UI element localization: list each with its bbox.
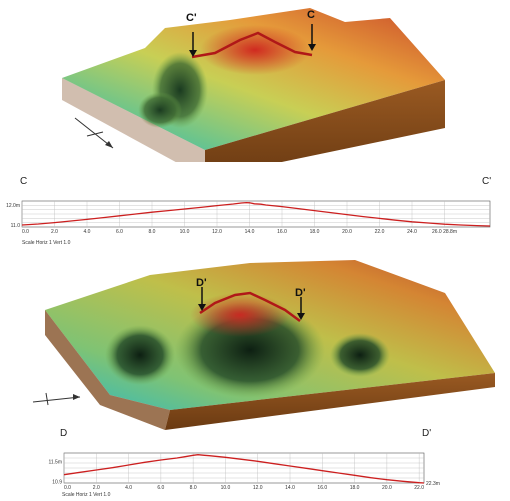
x-tick-label: 12.0 [212, 229, 222, 235]
x-tick-label: 6.0 [116, 229, 123, 235]
x-tick-label: 18.0 [350, 485, 360, 491]
callout-d-prime-right: D' [295, 287, 306, 299]
arrowhead-icon [198, 304, 206, 311]
x-tick-label: 10.0 [180, 229, 190, 235]
x-tick-label: 18.0 [310, 229, 320, 235]
x-tick-label: 0.0 [22, 229, 29, 235]
y-tick-label: 11.5m [48, 459, 62, 465]
x-tick-label: 22.0 [375, 229, 385, 235]
x-tick-label: 4.0 [125, 485, 132, 491]
profile-end-left: C [20, 176, 28, 187]
x-tick-label: 16.0 [277, 229, 287, 235]
x-tick-label: 26.0 28.8m [432, 229, 457, 235]
profile-chart-c: 0.0 2.0 4.0 6.0 8.0 10.0 12.0 14.0 16.0 18.0 20.0 2… [0, 195, 510, 240]
scale-caption: Scale Horiz 1 Vert 1.0 [62, 492, 111, 498]
x-tick-label: 14.0 [245, 229, 255, 235]
x-tick-label: 12.0 [253, 485, 263, 491]
north-arrow-icon [32, 392, 81, 406]
arrowhead-icon [189, 50, 197, 57]
ridge-highlight [190, 293, 290, 337]
profile-end-right: D' [422, 428, 432, 439]
north-arrow-icon [74, 117, 114, 149]
x-tick-label: 6.0 [157, 485, 164, 491]
profile-series-line [21, 201, 491, 227]
scale-caption: Scale Horiz 1 Vert 1.0 [22, 240, 71, 246]
profile-line-c [191, 31, 313, 59]
x-tick-label: 22.0 [414, 485, 424, 491]
arrowhead-icon [297, 313, 305, 320]
x-end-label: 22.3m [426, 481, 440, 487]
profile-svg-d: 0.0 2.0 4.0 6.0 8.0 10.0 12.0 14.0 16.0 18.0 20.0 2… [48, 452, 440, 491]
terrain-block-c: C' C [0, 0, 510, 178]
profile-end-right: C' [482, 176, 492, 187]
y-tick-label: 10.9 [52, 479, 62, 485]
x-tick-label: 10.0 [221, 485, 231, 491]
x-tick-label: 2.0 [51, 229, 58, 235]
block-side-left [62, 78, 205, 178]
callout-c: C [307, 9, 315, 21]
x-tick-label: 24.0 [407, 229, 417, 235]
x-tick-label: 8.0 [190, 485, 197, 491]
callout-d-prime-left: D' [196, 277, 207, 289]
block-side-left [45, 310, 170, 430]
terrain-block-d: D' D' [0, 255, 510, 435]
profile-svg-c: 0.0 2.0 4.0 6.0 8.0 10.0 12.0 14.0 16.0 18.0 20.0 2… [6, 200, 491, 235]
x-tick-label: 20.0 [342, 229, 352, 235]
x-tick-label: 8.0 [149, 229, 156, 235]
y-tick-label: 11.0 [11, 223, 21, 229]
x-tick-label: 2.0 [93, 485, 100, 491]
terrain-3d-d [32, 260, 495, 430]
profile-series-line [63, 454, 425, 484]
terrain-3d-c [62, 8, 445, 178]
y-tick-label: 12.0m [6, 203, 20, 209]
x-tick-label: 14.0 [285, 485, 295, 491]
x-tick-label: 0.0 [64, 485, 71, 491]
profile-end-left: D [60, 428, 68, 439]
depression-shadow [105, 325, 175, 385]
x-tick-label: 20.0 [382, 485, 392, 491]
arrowhead-icon [308, 44, 316, 51]
block-side-front [165, 373, 495, 430]
x-tick-label: 4.0 [84, 229, 91, 235]
profile-line-d [199, 291, 301, 323]
depression-shadow [330, 333, 390, 377]
valley-shadow [138, 92, 182, 128]
ridge-highlight [200, 25, 310, 75]
callout-c-prime: C' [186, 12, 197, 24]
x-tick-label: 16.0 [317, 485, 327, 491]
block-side-front [205, 80, 445, 178]
profile-chart-d: 0.0 2.0 4.0 6.0 8.0 10.0 12.0 14.0 16.0 18.0 20.0 2… [0, 447, 510, 493]
